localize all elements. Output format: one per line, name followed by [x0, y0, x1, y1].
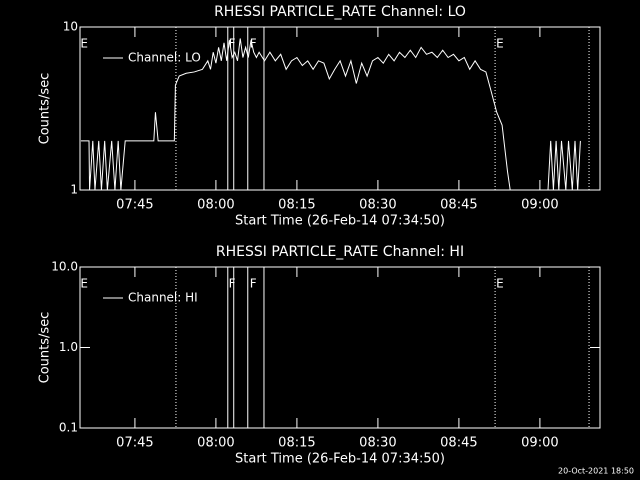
flag-label: E: [80, 277, 88, 291]
y-axis-label: Counts/sec: [38, 312, 53, 384]
x-tick-label: 08:45: [440, 436, 477, 451]
x-tick-label: 09:00: [521, 436, 558, 451]
y-tick-label: 1.0: [59, 340, 78, 354]
y-axis-label: Counts/sec: [38, 73, 53, 145]
x-tick-label: 08:00: [197, 198, 234, 213]
flag-label: F: [250, 37, 257, 51]
x-tick-label: 08:45: [440, 198, 477, 213]
y-tick-label: 10.0: [51, 260, 78, 274]
x-tick-label: 08:00: [197, 436, 234, 451]
x-axis-label: Start Time (26-Feb-14 07:34:50): [235, 452, 445, 467]
chart-title: RHESSI PARTICLE_RATE Channel: LO: [214, 4, 466, 20]
x-tick-label: 08:15: [278, 436, 315, 451]
y-tick-label: 10: [63, 20, 78, 34]
y-tick-label: 1: [70, 183, 78, 197]
y-tick-label: 0.1: [59, 421, 78, 435]
x-tick-label: 07:45: [116, 436, 153, 451]
x-tick-label: 08:30: [359, 198, 396, 213]
data-line: [80, 38, 581, 191]
x-tick-label: 09:00: [521, 198, 558, 213]
flag-label: E: [496, 37, 504, 51]
plot-frame: [79, 26, 601, 191]
flag-label: E: [496, 277, 504, 291]
x-tick-label: 07:45: [116, 198, 153, 213]
flag-label: F: [229, 277, 236, 291]
flag-label: F: [229, 37, 236, 51]
x-tick-label: 08:30: [359, 436, 396, 451]
x-axis-label: Start Time (26-Feb-14 07:34:50): [235, 214, 445, 229]
footer: 20-Oct-2021 18:50: [558, 467, 634, 476]
legend-label: Channel: HI: [128, 291, 198, 305]
flag-label: E: [80, 37, 88, 51]
flag-label: F: [250, 277, 257, 291]
legend-label: Channel: LO: [128, 51, 201, 65]
x-tick-label: 08:15: [278, 198, 315, 213]
chart-title: RHESSI PARTICLE_RATE Channel: HI: [216, 244, 464, 260]
